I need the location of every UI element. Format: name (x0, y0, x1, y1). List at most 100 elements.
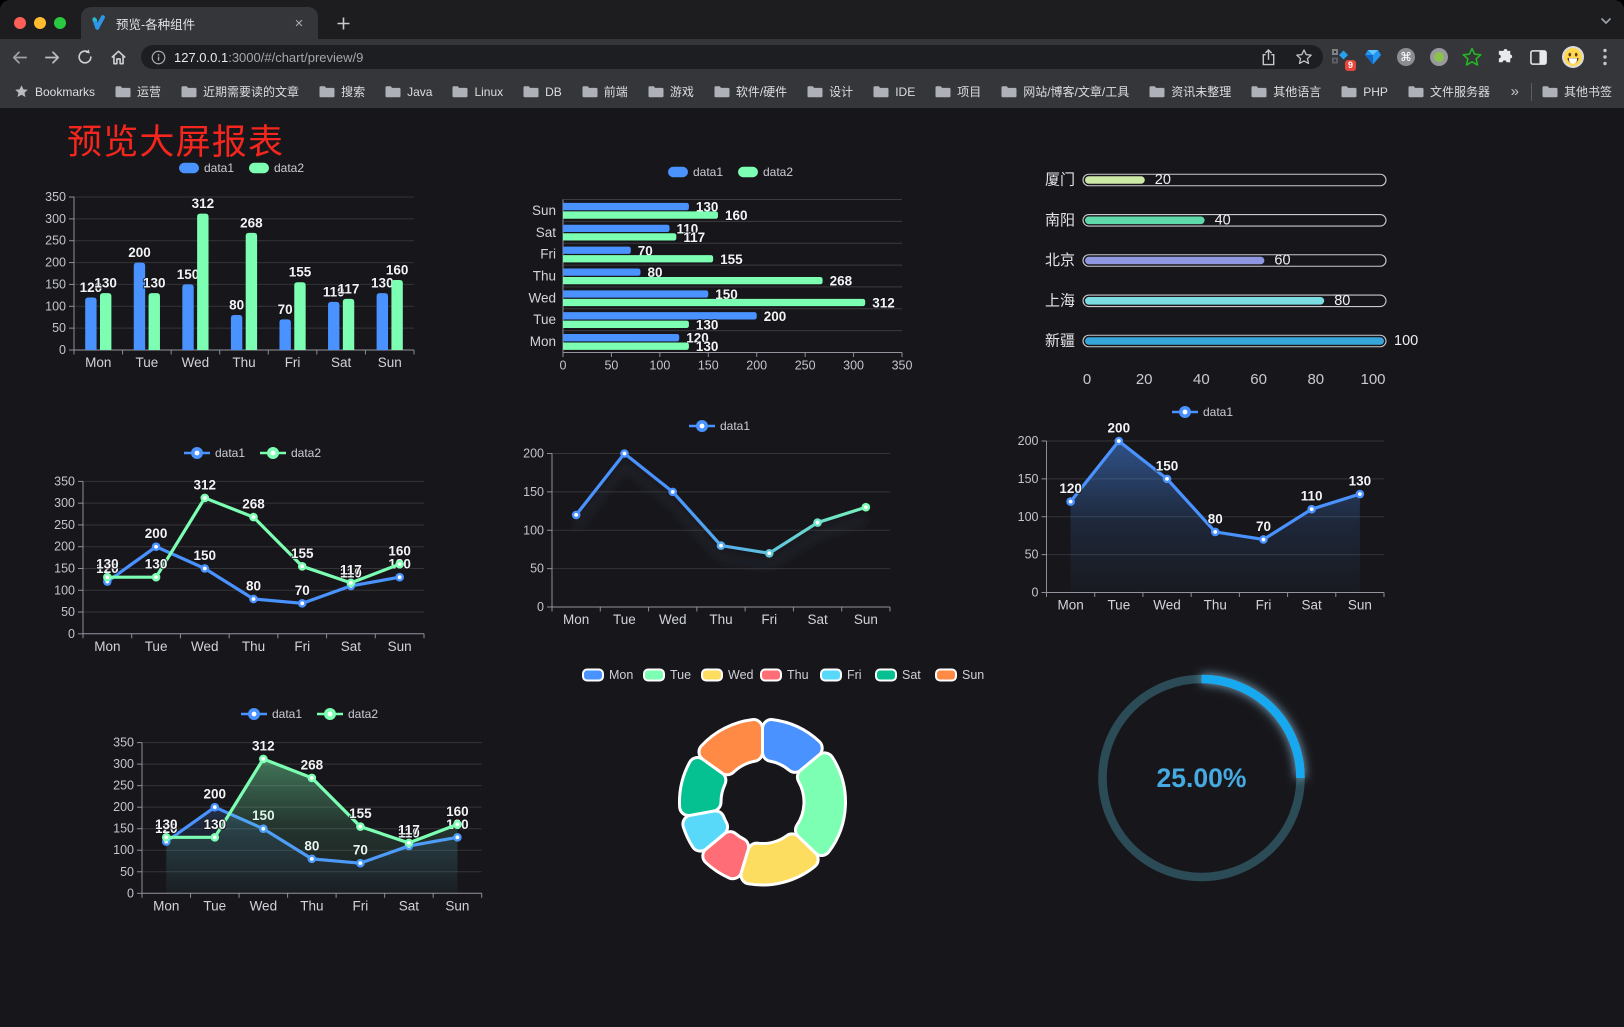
bookmark-item[interactable]: 文件服务器 (1408, 83, 1490, 100)
chart-area-single[interactable]: data1 0 50 100 150 200 Mon Tue Wed Thu Fri Sat Sun 12… (1018, 405, 1385, 613)
bookmark-item[interactable]: 其他语言 (1251, 83, 1321, 100)
extensions-puzzle-button[interactable] (1495, 47, 1515, 67)
chart-donut[interactable]: Mon Tue Wed Thu Fri Sat Sun (582, 668, 984, 887)
svg-text:250: 250 (54, 518, 75, 532)
svg-text:Thu: Thu (1204, 598, 1227, 613)
back-button[interactable] (5, 43, 33, 71)
legend[interactable]: data1 (1172, 405, 1233, 419)
minimize-window-button[interactable] (34, 17, 46, 29)
side-panel-button[interactable] (1528, 47, 1548, 67)
legend-item[interactable]: Sun (935, 668, 984, 682)
bookmark-item[interactable]: PHP (1341, 85, 1388, 99)
browser-menu-button[interactable] (1598, 47, 1612, 67)
bookmark-item[interactable]: DB (523, 85, 562, 99)
browser-tab[interactable]: 预览-各种组件 × (81, 7, 318, 39)
bookmark-label: 搜索 (341, 85, 366, 99)
forward-button[interactable] (38, 43, 66, 71)
tab-title: 预览-各种组件 (116, 17, 196, 32)
svg-text:70: 70 (638, 243, 653, 258)
legend[interactable]: data1 data2 (668, 165, 793, 179)
legend-item[interactable]: Sat (875, 668, 921, 682)
legend[interactable]: data1 data2 (241, 707, 378, 721)
new-tab-button[interactable] (330, 10, 356, 36)
svg-text:Thu: Thu (232, 355, 255, 370)
bookmark-item[interactable]: IDE (873, 85, 915, 99)
bookmark-item[interactable]: 网站/博客/文章/工具 (1001, 83, 1129, 100)
svg-text:100: 100 (54, 583, 75, 597)
bookmark-item[interactable]: 软件/硬件 (714, 83, 787, 100)
chart-bar-horizontal[interactable]: data1 data2 0 50 100 150 200 250 300 350 Sun 130 160… (528, 165, 912, 373)
svg-text:Tue: Tue (613, 612, 636, 627)
svg-text:Tue: Tue (1107, 598, 1130, 613)
other-bookmarks[interactable]: 其他书签 (1542, 83, 1612, 100)
url-path: :3000/#/chart/preview/9 (228, 49, 364, 65)
extension-record-icon[interactable] (1429, 47, 1449, 67)
svg-text:150: 150 (194, 548, 217, 563)
bookmark-item[interactable]: 设计 (807, 83, 853, 100)
svg-text:150: 150 (113, 822, 134, 836)
legend-item[interactable]: Thu (760, 668, 809, 682)
svg-text:120: 120 (686, 331, 709, 346)
svg-text:100: 100 (649, 359, 670, 373)
legend-item[interactable]: Wed (701, 668, 754, 682)
extension-blocks-icon[interactable]: 9 (1330, 47, 1356, 71)
bookmark-item[interactable]: Linux (452, 85, 503, 99)
chart-progress-bars[interactable]: 厦门 20 南阳 40 北京 60 上海 80 新疆 100 0 20 40 60 80 100 (1045, 172, 1418, 389)
close-window-button[interactable] (14, 17, 26, 29)
legend[interactable]: data1 (689, 419, 750, 433)
svg-text:130: 130 (145, 557, 168, 572)
svg-text:268: 268 (301, 757, 324, 772)
site-info-icon[interactable] (151, 50, 166, 65)
chart-line-basic[interactable]: data1 data2 0 50 100 150 200 250 300 350 Mon Tue Wed… (54, 446, 425, 654)
home-button[interactable] (104, 43, 132, 71)
svg-text:120: 120 (96, 561, 119, 576)
svg-text:Tue: Tue (533, 312, 556, 327)
svg-text:200: 200 (204, 787, 227, 802)
svg-text:70: 70 (1256, 519, 1271, 534)
svg-text:80: 80 (246, 578, 261, 593)
share-icon[interactable] (1260, 48, 1277, 67)
tab-close-button[interactable]: × (294, 14, 304, 32)
reload-button[interactable] (71, 43, 99, 71)
chart-area-double[interactable]: data1 data2 0 50 100 150 200 250 300 350 Mon Tue Wed… (113, 707, 483, 913)
url-bar[interactable]: 127.0.0.1:3000/#/chart/preview/9 (141, 45, 1323, 69)
bookmark-item[interactable]: 资讯未整理 (1149, 83, 1231, 100)
bookmark-item[interactable]: Java (385, 85, 432, 99)
bookmark-item[interactable]: 搜索 (319, 83, 365, 100)
legend-item[interactable]: Mon (582, 668, 633, 682)
folder-icon (319, 86, 335, 98)
svg-text:上海: 上海 (1045, 292, 1075, 309)
profile-avatar[interactable] (1561, 45, 1585, 69)
bookmarks-root[interactable]: Bookmarks (14, 84, 95, 99)
svg-text:150: 150 (177, 267, 200, 282)
chart-gauge[interactable]: 25.00% (1098, 674, 1305, 882)
bookmark-item[interactable]: 项目 (935, 83, 981, 100)
bookmark-item[interactable]: 近期需要读的文章 (181, 83, 299, 100)
svg-text:Wed: Wed (659, 612, 687, 627)
folder-icon (1149, 86, 1165, 98)
legend[interactable]: data1 data2 (184, 446, 321, 460)
svg-text:data1: data1 (720, 419, 750, 433)
bookmark-label: 文件服务器 (1429, 85, 1490, 99)
extension-command-icon[interactable]: ⌘ (1396, 47, 1416, 67)
svg-text:80: 80 (1334, 293, 1350, 309)
chart-bar-vertical[interactable]: data1 data2 0 50 100 150 200 250 300 350 Mon Tue Wed… (45, 161, 415, 370)
tab-search-button[interactable] (1600, 12, 1612, 30)
svg-text:312: 312 (252, 738, 275, 753)
svg-text:50: 50 (52, 321, 66, 335)
legend[interactable]: data1 data2 (179, 161, 304, 175)
bookmark-item[interactable]: 游戏 (648, 83, 694, 100)
chart-line-gradient[interactable]: data1 0 50 100 150 200 Mon Tue Wed Thu Fri Sat Sun (523, 419, 891, 627)
bookmark-item[interactable]: 运营 (115, 83, 161, 100)
legend-item[interactable]: Tue (643, 668, 691, 682)
bookmark-item[interactable]: 前端 (582, 83, 628, 100)
extension-gem-icon[interactable] (1363, 47, 1383, 67)
fullscreen-window-button[interactable] (54, 17, 66, 29)
legend-item[interactable]: Fri (820, 668, 862, 682)
extensions-area: 9 ⌘ (1330, 39, 1612, 75)
bookmark-star-icon[interactable] (1295, 48, 1313, 66)
svg-text:Fri: Fri (540, 247, 556, 262)
extension-star-icon[interactable] (1462, 47, 1482, 67)
bookmarks-overflow-button[interactable]: » (1510, 83, 1519, 100)
svg-text:0: 0 (1083, 371, 1091, 388)
